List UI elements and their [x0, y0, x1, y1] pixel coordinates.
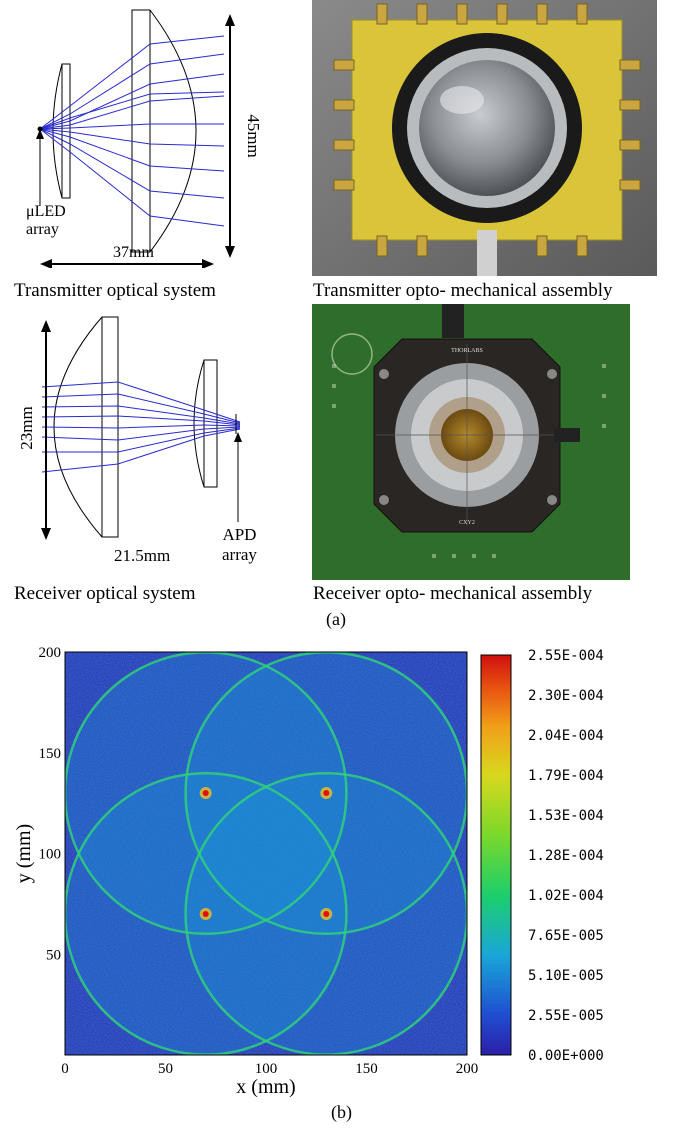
thorlabs-brand-text: THORLABS	[451, 348, 483, 354]
panel-b-label: (b)	[331, 1102, 352, 1122]
y-tick-label-3: 150	[39, 746, 62, 762]
y-tick-label-2: 100	[39, 847, 62, 863]
colorbar-tick-5: 1.53E-004	[528, 808, 604, 824]
colorbar-tick-8: 7.65E-005	[528, 928, 604, 944]
receiver-optics-caption: Receiver optical system	[14, 583, 196, 604]
heatmap-colorbar: 2.55E-004 2.30E-004 2.04E-004 1.79E-004 1.53…	[480, 648, 604, 1064]
plot-frame	[64, 651, 468, 1056]
receiver-rays	[41, 381, 241, 473]
transmitter-height-label: 45mm	[244, 114, 263, 157]
heatmap-axes: 0 50 100 150 200 50 100 150 200 x (mm) y (mm)	[13, 645, 478, 1098]
panel-a-label: (a)	[326, 609, 346, 629]
transmitter-optical-diagram: 45mm	[36, 9, 263, 268]
transmitter-assembly-photo	[312, 0, 657, 276]
receiver-height-label: 23mm	[17, 406, 36, 449]
colorbar-tick-1: 2.55E-004	[528, 648, 604, 664]
peak-point-2	[323, 790, 330, 797]
led-array-label: μLED array	[26, 203, 66, 238]
heatmap-noise	[65, 652, 467, 1055]
source-arrow-head	[36, 129, 44, 139]
receiver-small-lens	[193, 359, 218, 488]
transmitter-small-lens	[52, 63, 71, 199]
transmitter-rays	[39, 35, 225, 227]
transmitter-assembly-caption: Transmitter opto- mechanical assembly	[313, 280, 613, 301]
colorbar-tick-6: 1.28E-004	[528, 848, 604, 864]
x-axis-label: x (mm)	[236, 1076, 295, 1098]
x-tick-label-4: 150	[355, 1061, 378, 1077]
receiver-assembly-photo: THORLABS CXY2	[312, 304, 630, 580]
colorbar-tick-10: 2.55E-005	[528, 1008, 604, 1024]
cxy2-part-text: CXY2	[459, 520, 475, 526]
heatmap-plot-area	[65, 652, 467, 1055]
peak-point-1	[202, 790, 209, 797]
peak-point-3	[202, 910, 209, 917]
colorbar-tick-4: 1.79E-004	[528, 768, 604, 784]
x-tick-label-1: 0	[61, 1061, 69, 1077]
x-tick-label-3: 100	[255, 1061, 278, 1077]
transmitter-width-label: 37mm	[113, 244, 154, 261]
x-tick-label-2: 50	[158, 1061, 173, 1077]
y-axis-label: y (mm)	[13, 824, 35, 883]
x-tick-label-5: 200	[456, 1061, 479, 1077]
colorbar-tick-9: 5.10E-005	[528, 968, 604, 984]
colorbar-tick-3: 2.04E-004	[528, 728, 604, 744]
transmitter-large-lens	[131, 9, 197, 253]
irradiance-heatmap-chart: 0 50 100 150 200 50 100 150 200 x (mm) y (mm) 2.55…	[13, 645, 604, 1098]
receiver-width-label: 21.5mm	[114, 546, 171, 565]
y-tick-label-4: 200	[39, 645, 62, 661]
colorbar-gradient	[480, 654, 512, 1056]
apd-arrow-head	[234, 432, 242, 442]
apd-array-label: APD array	[222, 525, 257, 564]
colorbar-tick-2: 2.30E-004	[528, 688, 604, 704]
y-tick-label-1: 50	[46, 947, 61, 963]
peak-point-4	[323, 910, 330, 917]
transmitter-optics-caption: Transmitter optical system	[14, 280, 216, 301]
receiver-assembly-caption: Receiver opto- mechanical assembly	[313, 583, 593, 604]
receiver-optical-diagram: 23mm	[17, 316, 242, 540]
colorbar-tick-11: 0.00E+000	[528, 1048, 604, 1064]
colorbar-tick-7: 1.02E-004	[528, 888, 604, 904]
